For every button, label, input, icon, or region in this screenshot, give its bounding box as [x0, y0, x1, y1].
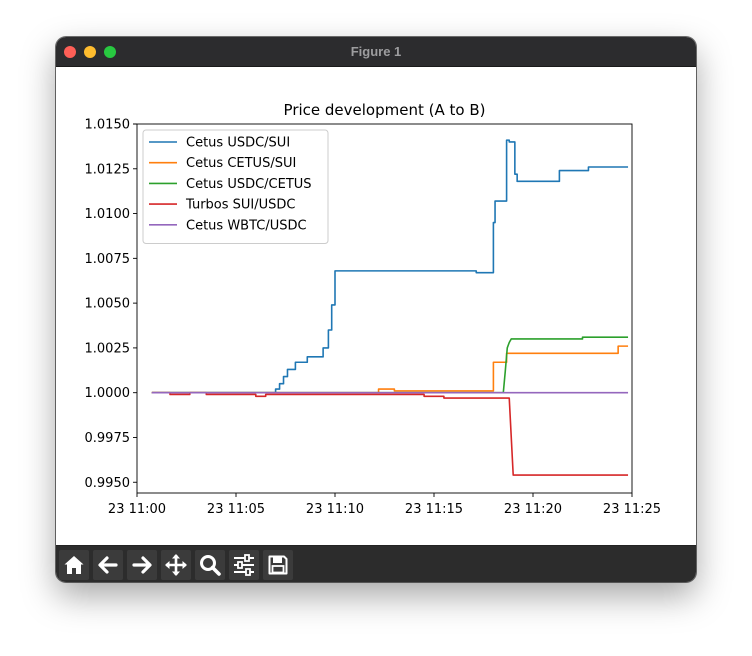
save-button[interactable] — [263, 550, 293, 580]
arrow-left-icon — [98, 556, 118, 574]
y-tick-label: 1.0150 — [85, 118, 131, 133]
legend-label: Cetus CETUS/SUI — [186, 156, 296, 171]
x-tick-label: 23 11:25 — [603, 502, 661, 517]
y-tick-label: 0.9975 — [85, 431, 131, 446]
figure-window: Figure 1 Price development (A to B) 0.995… — [56, 37, 696, 582]
y-tick-label: 1.0100 — [85, 207, 131, 222]
x-tick-label: 23 11:10 — [306, 502, 364, 517]
series-line-2 — [151, 345, 629, 394]
minimize-window-button[interactable] — [84, 46, 96, 58]
y-tick-label: 1.0025 — [85, 341, 131, 356]
zoom-button[interactable] — [195, 550, 225, 580]
chart-title: Price development (A to B) — [284, 101, 486, 119]
figure-canvas[interactable]: Price development (A to B) 0.9950 0.9975 1.… — [56, 67, 696, 545]
back-button[interactable] — [93, 550, 123, 580]
series-line-3 — [151, 336, 629, 394]
title-bar[interactable]: Figure 1 — [56, 37, 696, 67]
window-title: Figure 1 — [350, 44, 402, 59]
legend-box — [142, 129, 329, 244]
arrow-right-icon — [132, 556, 152, 574]
navigation-toolbar — [56, 545, 696, 582]
maximize-window-button[interactable] — [104, 46, 116, 58]
legend-label: Cetus USDC/SUI — [186, 136, 290, 151]
legend-label: Cetus WBTC/USDC — [186, 218, 307, 233]
save-icon — [268, 555, 288, 575]
home-icon — [64, 556, 84, 574]
x-tick-label: 23 11:20 — [504, 502, 562, 517]
legend-label: Turbos SUI/USDC — [185, 198, 296, 213]
y-tick-label: 0.9950 — [85, 476, 131, 491]
x-tick-label: 23 11:15 — [405, 502, 463, 517]
close-window-button[interactable] — [64, 46, 76, 58]
forward-button[interactable] — [127, 550, 157, 580]
home-button[interactable] — [59, 550, 89, 580]
y-tick-label: 1.0125 — [85, 162, 131, 177]
search-icon — [200, 555, 221, 576]
series-line-1 — [151, 139, 629, 394]
pan-button[interactable] — [161, 550, 191, 580]
y-tick-label: 1.0000 — [85, 386, 131, 401]
series-line-4 — [151, 391, 629, 476]
line-chart: Price development (A to B) 0.9950 0.9975 1.… — [85, 101, 662, 517]
y-tick-label: 1.0075 — [85, 252, 131, 267]
legend-label: Cetus USDC/CETUS — [186, 177, 312, 192]
y-tick-label: 1.0050 — [85, 297, 131, 312]
x-tick-label: 23 11:05 — [207, 502, 265, 517]
plot-frame — [136, 123, 633, 494]
move-icon — [165, 554, 187, 576]
configure-subplots-button[interactable] — [229, 550, 259, 580]
x-tick-label: 23 11:00 — [108, 502, 166, 517]
sliders-icon — [234, 554, 254, 576]
